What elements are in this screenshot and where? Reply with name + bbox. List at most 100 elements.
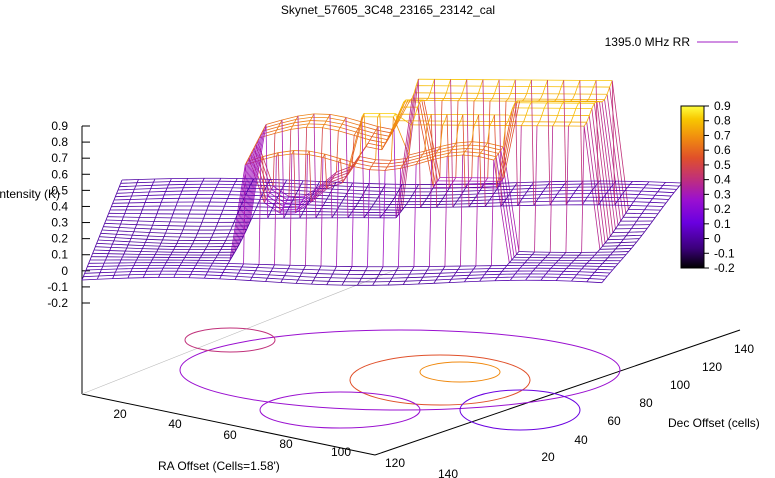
surface-segment-1718: [426, 266, 430, 271]
surface-segment-227: [447, 154, 463, 157]
surface-segment-1870: [508, 259, 512, 264]
surface-segment-1142: [151, 181, 154, 186]
x-tick-label-1: 40: [168, 417, 182, 431]
surface-segment-1092: [107, 250, 111, 254]
surface-segment-1843: [500, 146, 504, 151]
surface-segment-1202: [184, 181, 187, 185]
surface-segment-1980: [605, 190, 609, 194]
surface-segment-1562: [381, 187, 384, 192]
surface-segment-1175: [144, 271, 147, 275]
surface-segment-1207: [162, 265, 165, 269]
surface-segment-1616: [401, 207, 405, 211]
surface-segment-1785: [473, 121, 477, 126]
surface-segment-1053: [665, 181, 683, 184]
surface-segment-1538: [334, 266, 337, 271]
surface-segment-44: [236, 275, 253, 278]
surface-segment-1714: [418, 280, 422, 285]
surface-segment-1972: [585, 99, 589, 102]
surface-segment-1478: [303, 265, 306, 270]
surface-segment-1118: [117, 262, 121, 267]
surface-segment-575: [596, 101, 614, 233]
surface-segment-1070: [102, 223, 106, 227]
surface-segment-2002: [601, 99, 605, 103]
surface-segment-894: [279, 192, 297, 195]
surface-segment-1294: [203, 274, 207, 279]
surface-segment-252: [309, 150, 325, 155]
surface-segment-488: [290, 126, 307, 130]
surface-segment-1854: [526, 86, 530, 94]
surface-segment-1817: [494, 114, 498, 189]
surface-segment-1275: [206, 243, 209, 247]
surface-segment-1220: [182, 225, 185, 230]
surface-segment-1432: [297, 116, 301, 219]
surface-segment-996: [284, 182, 302, 185]
surface-segment-2037: [630, 201, 634, 206]
surface-segment-1710: [458, 194, 462, 199]
surface-segment-1855: [528, 79, 532, 87]
surface-segment-147: [257, 267, 273, 269]
surface-segment-1658: [396, 266, 399, 271]
surface-segment-1819: [498, 181, 502, 185]
surface-segment-1176: [145, 268, 149, 272]
surface-segment-34: [83, 275, 99, 278]
surface-segment-1000: [350, 186, 368, 188]
surface-segment-1722: [435, 149, 439, 154]
surface-segment-1912: [553, 98, 557, 102]
surface-segment-2029: [609, 232, 614, 237]
surface-segment-1123: [124, 247, 128, 252]
surface-segment-1485: [316, 188, 320, 193]
surface-segment-1800: [507, 192, 511, 197]
surface-segment-510: [101, 229, 118, 232]
surface-segment-1990: [571, 260, 575, 264]
surface-segment-2013: [629, 181, 633, 185]
surface-segment-216: [276, 153, 292, 157]
surface-segment-816: [113, 199, 131, 201]
surface-segment-519: [244, 134, 262, 234]
surface-segment-325: [391, 157, 407, 161]
surface-segment-594: [359, 124, 377, 131]
surface-segment-1066: [97, 236, 100, 241]
surface-segment-1674: [429, 85, 433, 94]
surface-segment-564: [421, 99, 439, 181]
surface-segment-1981: [608, 186, 612, 191]
surface-segment-79: [253, 273, 270, 276]
contour-line-1: [184, 327, 276, 353]
surface-segment-1455: [300, 199, 304, 204]
surface-segment-1844: [502, 125, 506, 147]
surface-segment-1425: [285, 199, 288, 204]
surface-segment-899: [361, 197, 378, 199]
surface-segment-2009: [619, 193, 623, 198]
surface-segment-1882: [537, 98, 541, 102]
surface-segment-826: [276, 199, 293, 202]
surface-segment-1336: [239, 239, 242, 244]
surface-segment-126: [455, 271, 472, 274]
surface-segment-1289: [228, 190, 232, 195]
surface-segment-851: [131, 195, 148, 197]
surface-segment-1434: [301, 211, 304, 215]
contour-projection: [179, 327, 621, 431]
surface-segment-374: [96, 242, 113, 245]
surface-segment-1915: [560, 80, 565, 87]
surface-segment-556: [294, 120, 311, 124]
surface-segment-1564: [341, 281, 345, 286]
surface-segment-1661: [402, 161, 406, 166]
surface-segment-1231: [199, 184, 202, 188]
surface-segment-546: [135, 227, 152, 230]
y-axis-label: Dec Offset (cells): [668, 416, 760, 430]
surface-segment-1405: [286, 207, 290, 212]
surface-segment-1520: [341, 120, 345, 125]
surface-segment-1410: [295, 190, 299, 195]
surface-segment-1268: [195, 262, 198, 266]
surface-segment-1965: [568, 121, 572, 127]
surface-segment-926: [248, 187, 266, 190]
surface-segment-80: [269, 274, 285, 277]
surface-segment-1493: [331, 214, 335, 219]
surface-segment-1292: [233, 181, 237, 185]
surface-segment-886: [149, 191, 166, 193]
surface-segment-255: [355, 162, 372, 167]
surface-segment-14: [296, 282, 312, 285]
surface-segment-1547: [351, 135, 355, 167]
surface-segment-893: [263, 191, 280, 194]
surface-segment-1: [97, 278, 113, 280]
surface-segment-259: [418, 156, 434, 162]
